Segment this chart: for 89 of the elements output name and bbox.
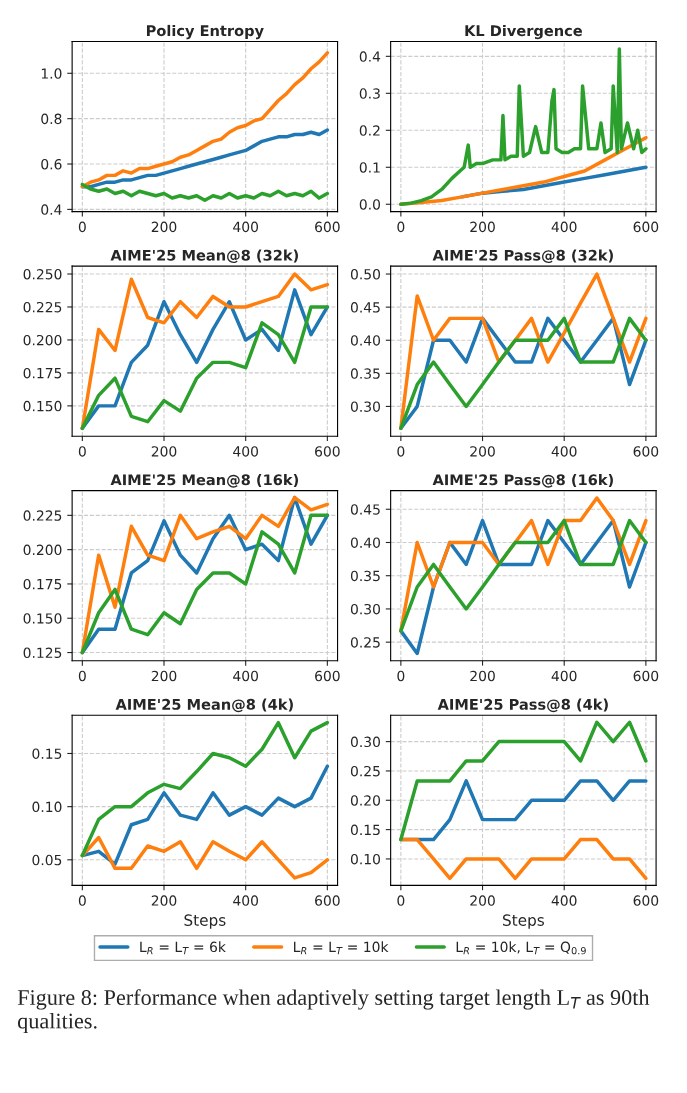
x-tick-label: 600: [315, 446, 340, 457]
x-tick-label: 200: [151, 221, 177, 233]
y-tick-label: 0.50: [350, 269, 381, 280]
chart-title: AIME'25 Pass@8 (4k): [437, 698, 608, 713]
x-tick-label: 400: [233, 670, 259, 682]
x-tick-label: 0: [397, 221, 405, 233]
y-tick-label: 0.175: [23, 578, 62, 590]
y-tick-label: 0.3: [359, 88, 380, 99]
chart-title: AIME'25 Mean@8 (4k): [115, 698, 293, 713]
x-axis-title: Steps: [184, 914, 226, 929]
y-tick-label: 0.150: [23, 400, 62, 412]
line-series: [399, 518, 648, 633]
y-tick-label: 0.20: [350, 795, 381, 806]
x-tick-label: 600: [315, 221, 340, 233]
chart-title: AIME'25 Pass@8 (16k): [432, 474, 613, 488]
y-tick-label: 0.25: [350, 637, 380, 648]
y-tick-label: 0.150: [23, 613, 62, 624]
x-tick-label: 0: [78, 446, 86, 457]
x-axis-title: Steps: [503, 914, 544, 929]
y-tick-label: 0.225: [23, 510, 62, 521]
chart-title: AIME'25 Pass@8 (32k): [432, 249, 613, 264]
x-tick-label: 400: [551, 221, 577, 233]
x-tick-label: 400: [233, 221, 259, 233]
x-tick-label: 200: [151, 670, 177, 682]
y-tick-label: 0.125: [23, 647, 62, 659]
x-tick-label: 600: [633, 221, 659, 233]
chart-title: AIME'25 Mean@8 (16k): [110, 474, 298, 488]
y-tick-label: 0.0: [359, 199, 381, 210]
y-tick-label: 0.200: [23, 334, 62, 346]
y-tick-label: 1.0: [41, 68, 62, 79]
x-tick-label: 0: [397, 895, 405, 906]
y-tick-label: 0.250: [23, 268, 62, 280]
line-series: [80, 182, 330, 203]
y-tick-label: 0.40: [350, 537, 381, 548]
x-tick-label: 600: [633, 895, 659, 906]
line-series: [80, 720, 330, 858]
y-tick-label: 0.225: [23, 301, 62, 313]
x-tick-label: 400: [551, 446, 577, 457]
x-tick-label: 400: [233, 895, 259, 906]
y-tick-label: 0.10: [350, 853, 381, 865]
legend-label: L$_{R}$ = L$_{T}$ = 10k: [294, 941, 389, 955]
line-series: [399, 47, 648, 206]
y-tick-label: 0.45: [350, 504, 380, 515]
y-tick-label: 0.8: [41, 113, 62, 125]
x-tick-label: 200: [470, 446, 495, 457]
y-tick-label: 0.175: [23, 367, 62, 379]
text: Figure 8: Performance when adaptively setting target length L$_{T}$ as 90th qualities.: [17, 989, 650, 1034]
x-tick-label: 200: [151, 895, 177, 906]
y-tick-label: 0.40: [350, 335, 381, 346]
y-tick-label: 0.35: [350, 570, 380, 582]
y-tick-label: 0.05: [32, 854, 62, 866]
line-series: [399, 720, 648, 842]
y-tick-label: 0.4: [41, 204, 62, 215]
x-tick-label: 0: [78, 895, 86, 906]
y-tick-label: 0.10: [32, 801, 62, 813]
chart-title: KL Divergence: [465, 24, 582, 40]
x-tick-label: 400: [551, 670, 577, 682]
y-tick-label: 0.200: [23, 544, 62, 556]
y-tick-label: 0.30: [350, 736, 381, 748]
x-tick-label: 600: [315, 670, 340, 682]
y-tick-label: 0.45: [350, 302, 380, 313]
legend-label: L$_{R}$ = L$_{T}$ = 6k: [140, 941, 226, 955]
x-tick-label: 200: [151, 446, 177, 457]
x-tick-label: 0: [397, 446, 405, 457]
x-tick-label: 600: [633, 670, 659, 682]
chart-title: Policy Entropy: [146, 24, 264, 40]
x-tick-label: 200: [470, 221, 495, 233]
y-tick-label: 0.25: [350, 765, 380, 777]
x-tick-label: 0: [78, 670, 86, 682]
x-tick-label: 200: [470, 670, 495, 682]
line-series: [80, 51, 330, 189]
y-tick-label: 0.1: [359, 162, 380, 173]
y-tick-label: 0.15: [32, 748, 62, 759]
x-tick-label: 600: [633, 446, 659, 457]
x-tick-label: 600: [315, 895, 340, 906]
y-tick-label: 0.30: [350, 603, 381, 615]
x-tick-label: 400: [233, 446, 259, 457]
x-tick-label: 0: [78, 221, 86, 233]
legend-label: L$_{R}$ = 10k, L$_{T}$ = Q$_{0.9}$: [456, 941, 586, 955]
chart-title: AIME'25 Mean@8 (32k): [110, 249, 298, 264]
y-tick-label: 0.6: [41, 158, 62, 170]
x-tick-label: 200: [470, 895, 495, 906]
y-tick-label: 0.35: [350, 368, 380, 379]
x-tick-label: 400: [551, 895, 577, 906]
y-tick-label: 0.2: [359, 125, 380, 136]
y-tick-label: 0.15: [350, 824, 380, 836]
y-tick-label: 0.4: [359, 51, 381, 62]
y-tick-label: 0.30: [350, 401, 381, 412]
x-tick-label: 0: [397, 670, 405, 682]
